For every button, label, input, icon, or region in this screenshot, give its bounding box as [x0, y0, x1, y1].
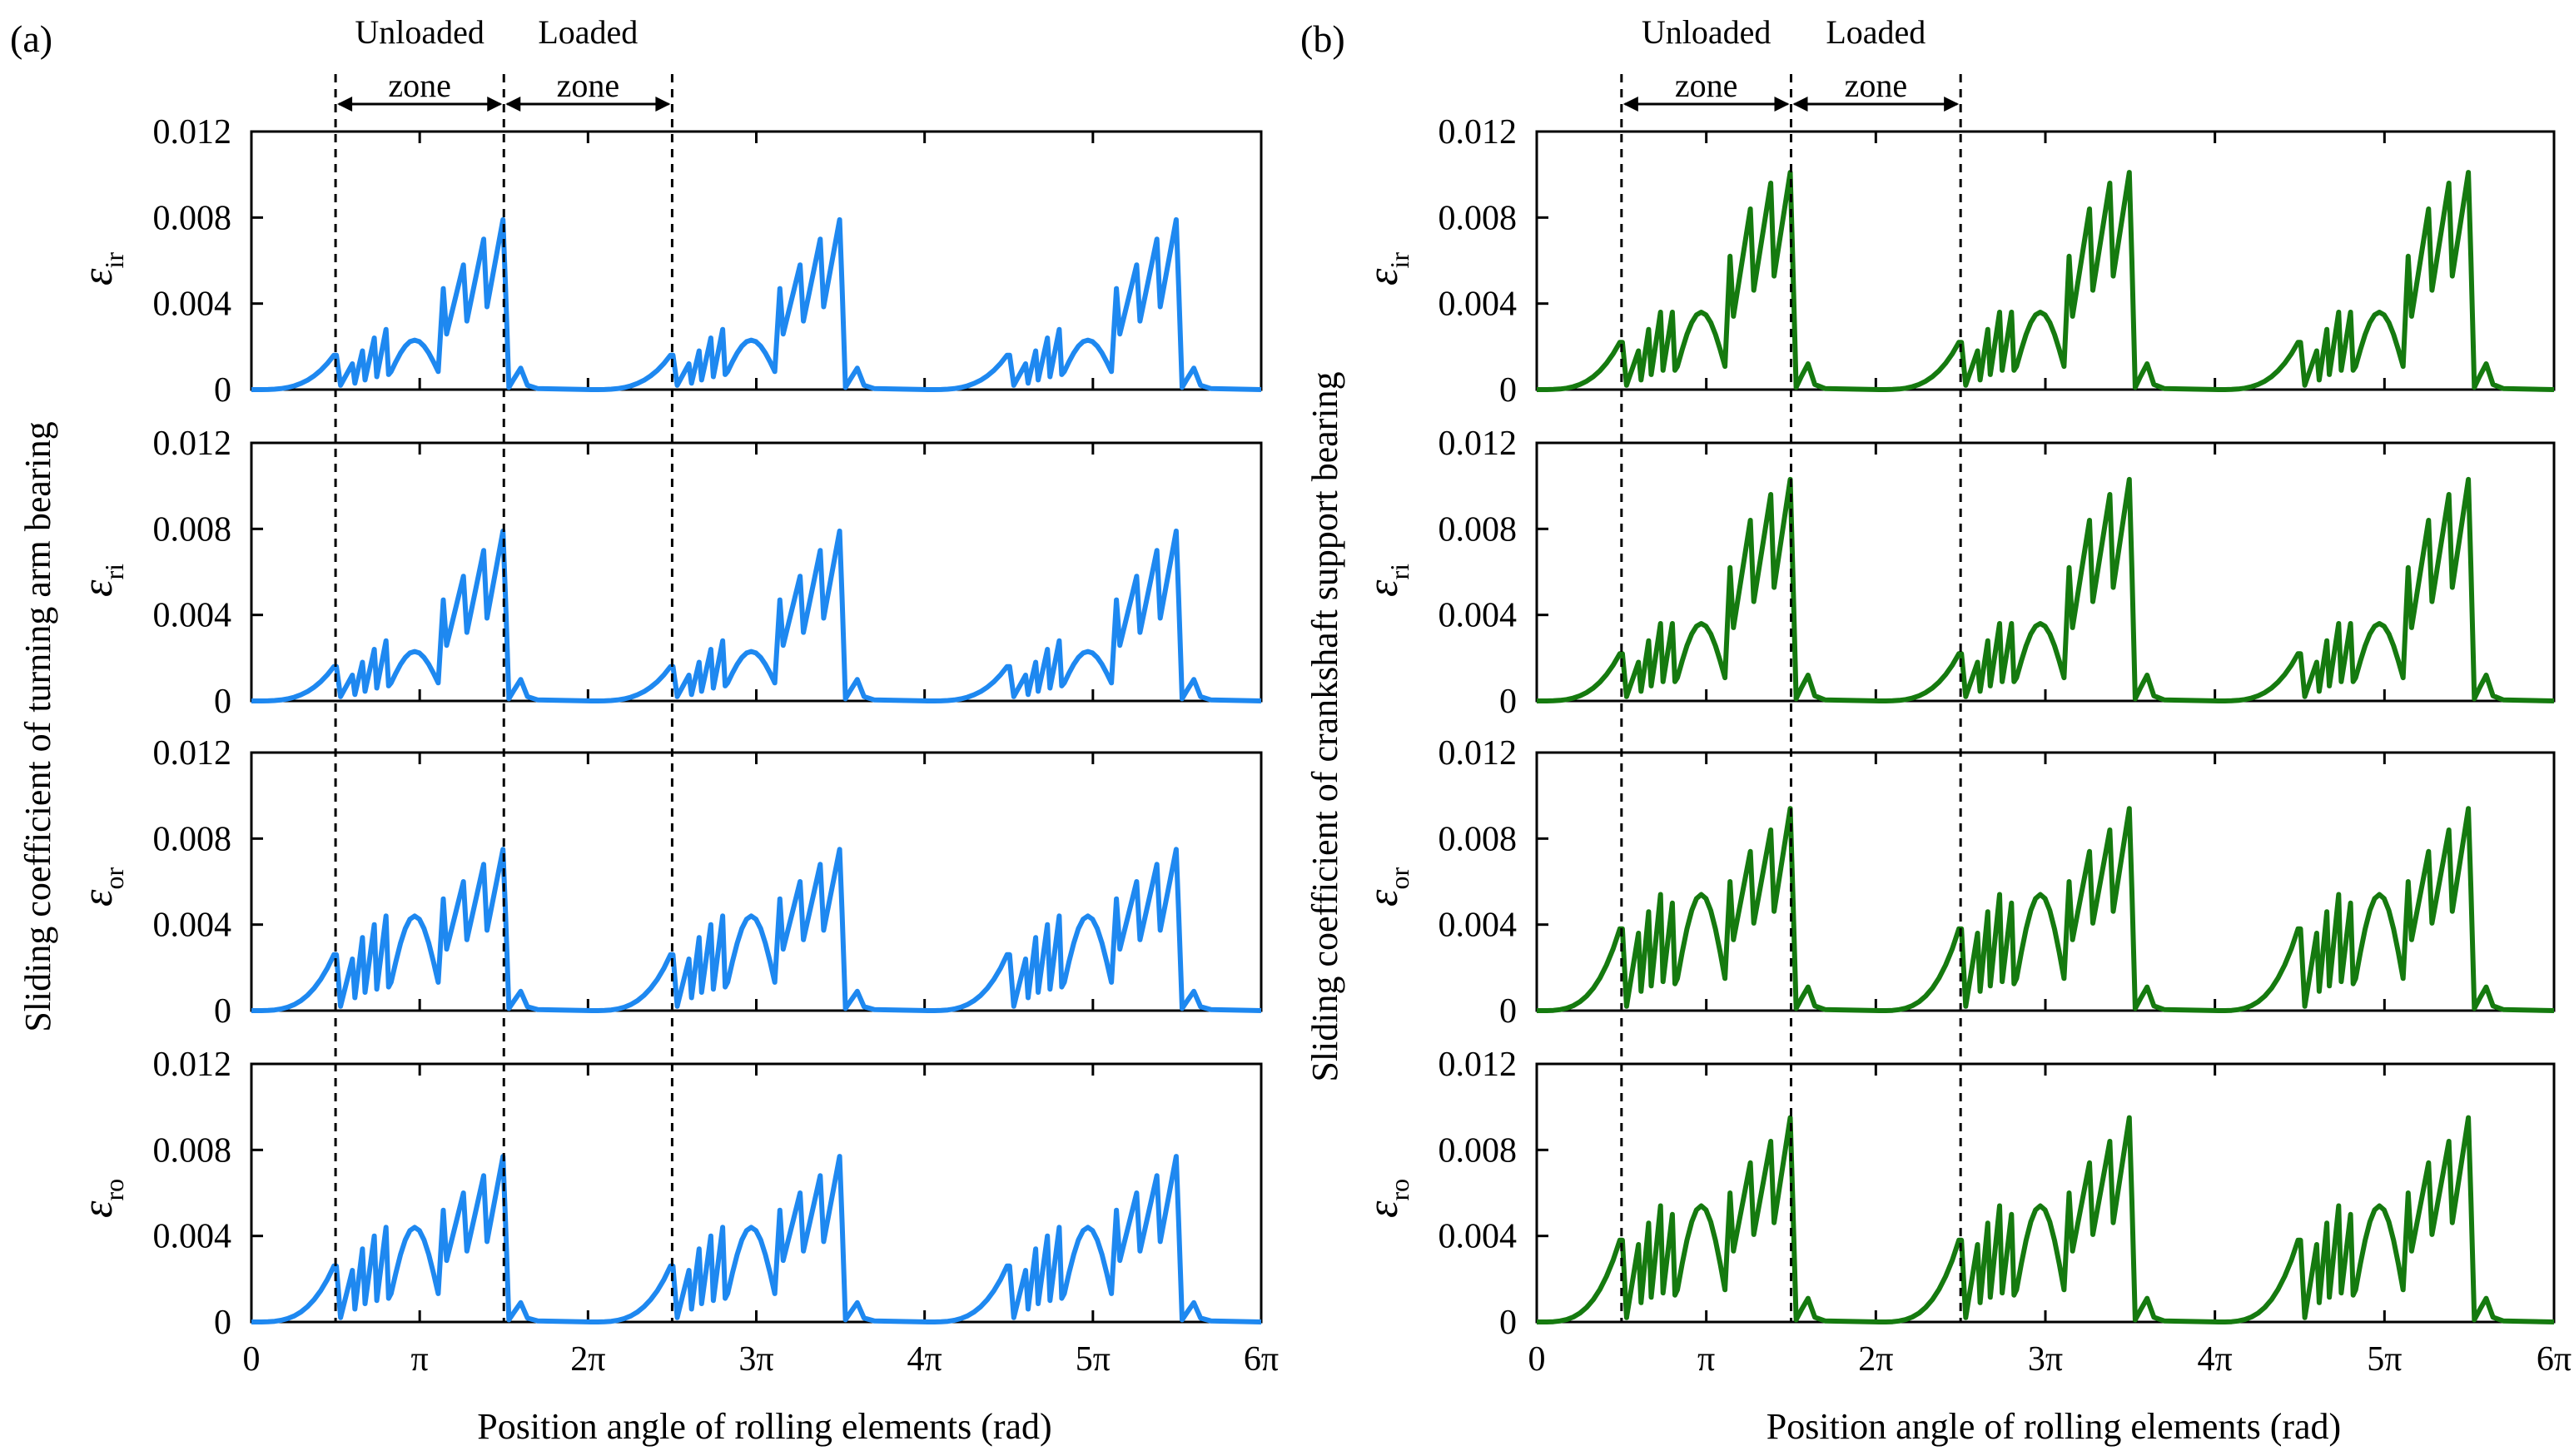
- zone-arrowhead: [487, 97, 503, 112]
- y-tick-label: 0.004: [153, 597, 232, 635]
- y-tick-label: 0.008: [153, 1131, 232, 1170]
- series-line-or: [1537, 806, 2555, 1013]
- y-tick-label: 0: [214, 992, 231, 1031]
- panel-label: (b): [1300, 17, 1345, 60]
- zone-arrowhead: [1774, 97, 1790, 112]
- y-axis-title: Sliding coefficient of crankshaft suppor…: [1304, 371, 1345, 1081]
- y-tick-label: 0.008: [1439, 1131, 1518, 1170]
- y-tick-label: 0.012: [1439, 1046, 1518, 1084]
- zone-arrowhead: [655, 97, 671, 112]
- series-line-ro: [251, 1154, 1262, 1324]
- series-label-ir: εir: [74, 252, 129, 286]
- y-tick-label: 0.008: [153, 510, 232, 549]
- y-tick-label: 0.012: [153, 1046, 232, 1084]
- subplot-ir: 0 0.004 0.008 0.012 εir: [1359, 113, 2556, 410]
- y-tick-label: 0: [1499, 683, 1517, 721]
- x-tick-label: 5π: [1076, 1340, 1111, 1379]
- series-label-or: εor: [74, 867, 129, 907]
- series-label-ir: εir: [1359, 252, 1414, 286]
- y-tick-label: 0.012: [1439, 734, 1518, 773]
- zone-arrowhead: [1944, 97, 1960, 112]
- y-tick-label: 0.008: [1439, 199, 1518, 237]
- y-tick-label: 0.012: [1439, 113, 1518, 152]
- series-line-ri: [1537, 476, 2555, 703]
- y-tick-label: 0.008: [1439, 820, 1518, 858]
- x-tick-label: 4π: [907, 1340, 942, 1379]
- y-tick-label: 0: [214, 371, 231, 410]
- y-tick-label: 0.008: [153, 820, 232, 858]
- x-tick-label: 4π: [2198, 1340, 2233, 1379]
- x-tick-label: 5π: [2367, 1340, 2402, 1379]
- x-tick-label: π: [1697, 1340, 1715, 1379]
- x-tick-label: 0: [1528, 1340, 1546, 1379]
- chart-panel-a: (a) Unloaded zone Loaded zone 0 0.004 0.008 0.01…: [10, 13, 1279, 1447]
- series-label-ri: εri: [74, 564, 129, 597]
- subplot-or: 0 0.004 0.008 0.012 εor: [74, 734, 1263, 1031]
- x-axis-title: Position angle of rolling elements (rad): [1767, 1406, 2341, 1447]
- y-tick-label: 0.004: [1439, 286, 1518, 324]
- series-label-ri: εri: [1359, 564, 1414, 597]
- y-tick-label: 0.004: [1439, 1218, 1518, 1256]
- chart-panel-b: (b) Unloaded zone Loaded zone 0 0.004 0.008 0.01…: [1300, 13, 2572, 1447]
- y-tick-label: 0: [1499, 1304, 1517, 1342]
- x-tick-label: π: [411, 1340, 429, 1379]
- y-tick-label: 0.004: [1439, 597, 1518, 635]
- y-tick-label: 0: [214, 1304, 231, 1342]
- zone-arrowhead: [1622, 97, 1638, 112]
- y-tick-label: 0: [1499, 992, 1517, 1031]
- subplot-ri: 0 0.004 0.008 0.012 εri: [74, 425, 1263, 721]
- zone-label: zone: [557, 67, 620, 104]
- zone-label: zone: [1675, 67, 1738, 104]
- y-tick-label: 0.012: [153, 113, 232, 152]
- y-tick-label: 0.008: [1439, 510, 1518, 549]
- subplot-ri: 0 0.004 0.008 0.012 εri: [1359, 425, 2556, 721]
- y-axis-title: Sliding coefficient of turning arm beari…: [17, 421, 58, 1032]
- y-tick-label: 0: [214, 683, 231, 721]
- panel-label: (a): [10, 17, 52, 60]
- y-tick-label: 0.004: [153, 1218, 232, 1256]
- series-label-or: εor: [1359, 867, 1414, 907]
- zone-label: Unloaded: [355, 13, 484, 51]
- x-tick-label: 3π: [2028, 1340, 2063, 1379]
- zone-label: Loaded: [1826, 13, 1926, 51]
- series-line-ri: [251, 528, 1262, 703]
- series-line-ir: [1537, 170, 2555, 392]
- x-tick-label: 3π: [738, 1340, 773, 1379]
- x-tick-label: 6π: [1244, 1340, 1279, 1379]
- subplot-or: 0 0.004 0.008 0.012 εor: [1359, 734, 2556, 1031]
- series-label-ro: εro: [1359, 1179, 1414, 1218]
- x-axis-title: Position angle of rolling elements (rad): [477, 1406, 1051, 1447]
- y-tick-label: 0.008: [153, 199, 232, 237]
- x-tick-label: 0: [243, 1340, 261, 1379]
- y-tick-label: 0.012: [1439, 425, 1518, 463]
- series-label-ro: εro: [74, 1179, 129, 1218]
- y-tick-label: 0.004: [153, 286, 232, 324]
- zone-arrowhead: [1792, 97, 1808, 112]
- zone-label: Unloaded: [1642, 13, 1771, 51]
- y-tick-label: 0.004: [1439, 907, 1518, 945]
- zone-label: Loaded: [538, 13, 638, 51]
- subplot-ro: 0 0.004 0.008 0.012 εro: [1359, 1046, 2556, 1342]
- y-tick-label: 0.012: [153, 734, 232, 773]
- y-tick-label: 0: [1499, 371, 1517, 410]
- zone-label: zone: [1845, 67, 1908, 104]
- zone-label: zone: [388, 67, 451, 104]
- zone-arrowhead: [505, 97, 521, 112]
- series-line-ir: [251, 216, 1262, 392]
- y-tick-label: 0.004: [153, 907, 232, 945]
- series-line-or: [251, 847, 1262, 1013]
- y-tick-label: 0.012: [153, 425, 232, 463]
- x-tick-label: 6π: [2537, 1340, 2572, 1379]
- x-tick-label: 2π: [1858, 1340, 1893, 1379]
- x-tick-label: 2π: [570, 1340, 605, 1379]
- subplot-ir: 0 0.004 0.008 0.012 εir: [74, 113, 1263, 410]
- series-line-ro: [1537, 1115, 2555, 1324]
- zone-arrowhead: [337, 97, 353, 112]
- subplot-ro: 0 0.004 0.008 0.012 εro: [74, 1046, 1263, 1342]
